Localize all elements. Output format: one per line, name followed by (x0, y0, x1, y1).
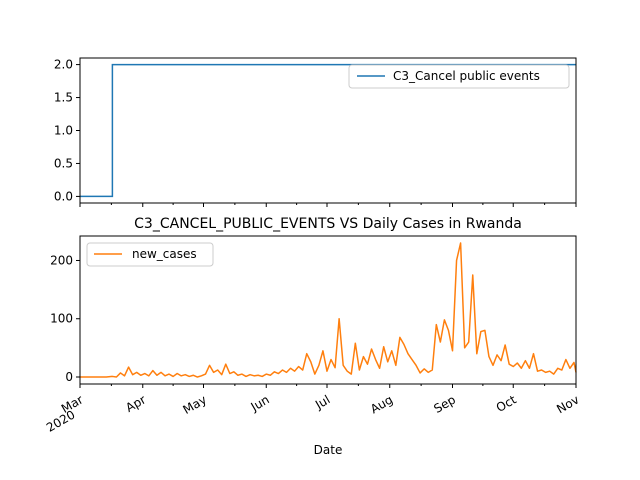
bottom-x-tick-label: Aug (368, 392, 395, 416)
top-y-tick-label: 0.5 (54, 156, 73, 170)
top-y-tick-label: 1.0 (54, 124, 73, 138)
bottom-y-ticks: 0 100 200 (50, 253, 80, 384)
bottom-x-tick-label: Jun (248, 392, 272, 414)
bottom-x-tick-label: Nov (554, 392, 581, 416)
bottom-legend-box (86, 242, 214, 267)
top-y-tick-label: 0.0 (54, 189, 73, 203)
bottom-axes-frame (79, 235, 577, 385)
top-legend-label: C3_Cancel public events (393, 69, 540, 83)
top-y-tick-label: 2.0 (54, 58, 73, 72)
bottom-x-tick-label: Oct (494, 392, 519, 415)
bottom-x-tick-label: Jul (312, 392, 332, 412)
top-x-ticks (79, 203, 577, 207)
bottom-x-tick-label: May (181, 392, 209, 417)
bottom-y-tick-label: 0 (65, 370, 73, 384)
top-subplot: 0.0 0.5 1.0 1.5 2.0 C3_Cancel public events (54, 57, 577, 207)
bottom-x-tick-label: Apr (123, 392, 148, 415)
bottom-y-tick-label: 100 (50, 312, 73, 326)
top-y-tick-label: 1.5 (54, 91, 73, 105)
chart-title: C3_CANCEL_PUBLIC_EVENTS VS Daily Cases i… (134, 216, 522, 232)
x-axis-label: Date (314, 443, 343, 457)
top-legend-box (348, 64, 570, 89)
bottom-series-line (80, 242, 577, 378)
top-y-ticks: 0.0 0.5 1.0 1.5 2.0 (54, 58, 80, 203)
top-series-line (80, 63, 576, 198)
bottom-y-tick-label: 200 (50, 253, 73, 267)
bottom-x-tick-sublabel: 2020 (44, 407, 77, 434)
top-axes-frame (79, 57, 577, 204)
top-legend: C3_Cancel public events (348, 64, 570, 89)
bottom-x-tick-label: Sep (431, 392, 458, 415)
bottom-legend: new_cases (86, 242, 214, 267)
bottom-subplot: C3_CANCEL_PUBLIC_EVENTS VS Daily Cases i… (44, 216, 581, 457)
bottom-legend-label: new_cases (132, 247, 197, 261)
